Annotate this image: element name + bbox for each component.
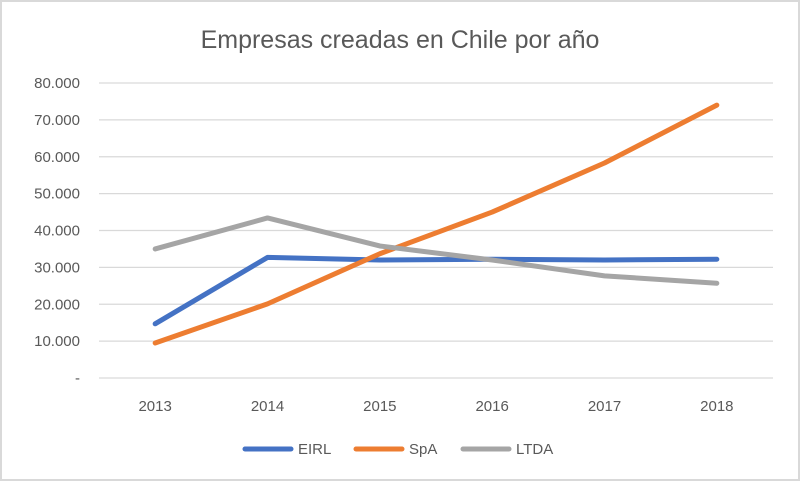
- series-line-spa: [152, 102, 720, 346]
- y-axis-tick-labels: - 10.000 20.000 30.000 40.000 50.000 60.000 70.…: [34, 75, 80, 387]
- chart-title: Empresas creadas en Chile por año: [201, 26, 600, 54]
- y-tick-label: -: [75, 370, 80, 387]
- legend-item-spa: SpA: [353, 441, 437, 458]
- x-tick-label: 2017: [588, 398, 621, 415]
- y-tick-label: 40.000: [34, 223, 80, 240]
- legend-label: EIRL: [298, 441, 331, 458]
- y-tick-label: 30.000: [34, 259, 80, 276]
- gridlines: [99, 82, 773, 379]
- x-axis-tick-labels: 2013 2014 2015 2016 2017 2018: [138, 398, 733, 415]
- y-tick-label: 70.000: [34, 112, 80, 129]
- legend-item-ltda: LTDA: [460, 441, 553, 458]
- series-line-eirl: [152, 254, 720, 327]
- y-tick-label: 50.000: [34, 186, 80, 203]
- x-tick-label: 2014: [251, 398, 284, 415]
- legend: EIRL SpA LTDA: [242, 441, 553, 458]
- x-tick-label: 2015: [363, 398, 396, 415]
- y-tick-label: 60.000: [34, 149, 80, 166]
- x-tick-label: 2016: [475, 398, 508, 415]
- y-tick-label: 20.000: [34, 296, 80, 313]
- legend-label: SpA: [409, 441, 437, 458]
- y-tick-label: 80.000: [34, 75, 80, 92]
- x-tick-label: 2013: [138, 398, 171, 415]
- y-tick-label: 10.000: [34, 333, 80, 350]
- series-lines: [152, 102, 720, 346]
- x-tick-label: 2018: [700, 398, 733, 415]
- series-line-ltda: [152, 215, 720, 286]
- legend-label: LTDA: [516, 441, 553, 458]
- legend-item-eirl: EIRL: [242, 441, 331, 458]
